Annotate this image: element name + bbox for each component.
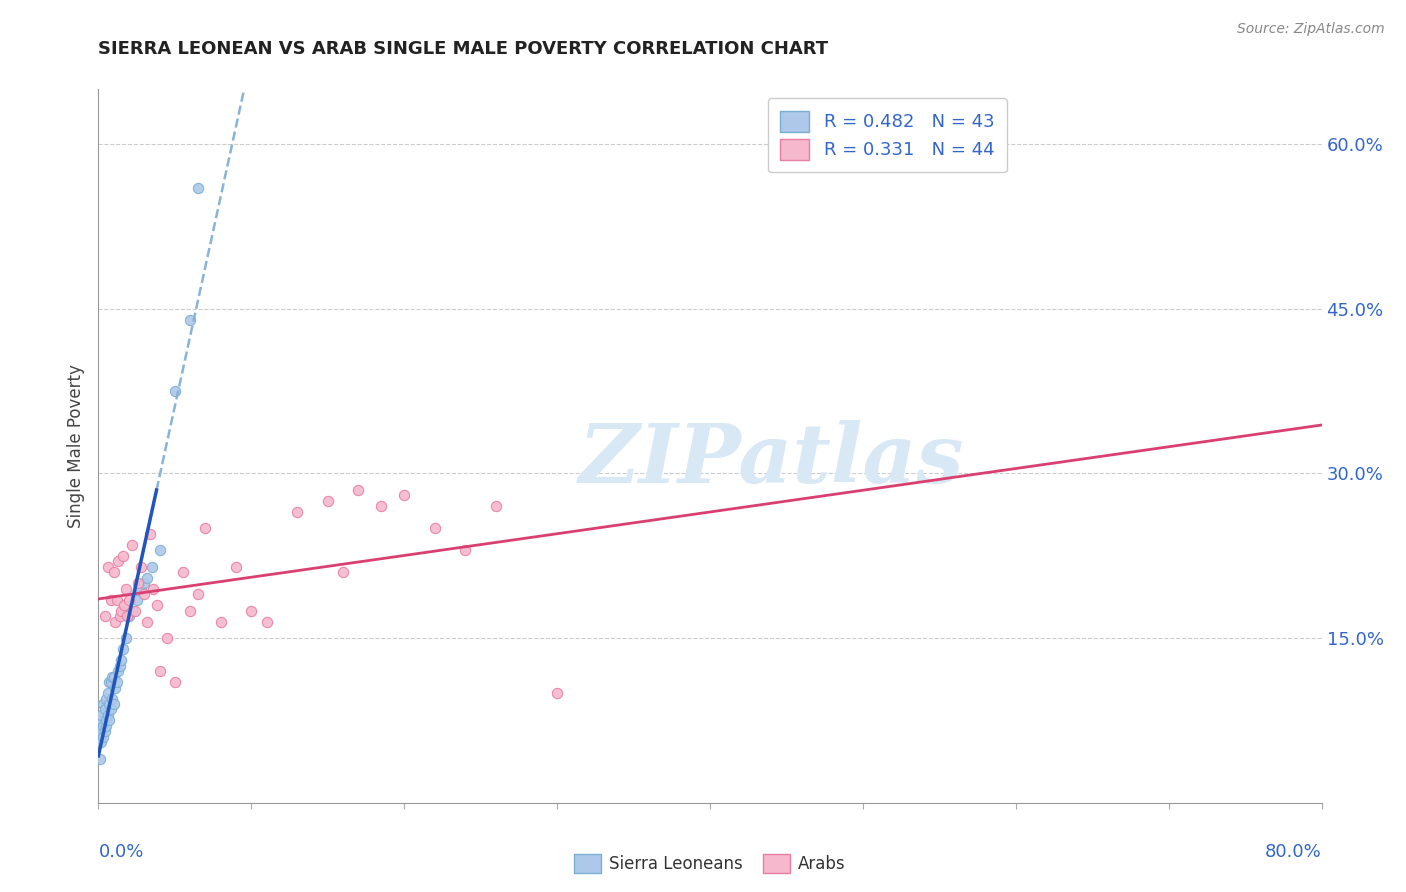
Point bbox=[101, 669, 124, 683]
Point bbox=[145, 598, 167, 612]
Point bbox=[485, 500, 508, 514]
Point bbox=[98, 697, 121, 711]
Point bbox=[105, 675, 128, 690]
Point bbox=[90, 708, 112, 723]
Point bbox=[97, 559, 120, 574]
Point bbox=[149, 543, 172, 558]
Point bbox=[134, 587, 156, 601]
Point bbox=[546, 686, 568, 700]
Point bbox=[93, 724, 115, 739]
Point bbox=[110, 604, 132, 618]
Point bbox=[118, 592, 141, 607]
Point bbox=[187, 181, 209, 195]
Point bbox=[179, 604, 201, 618]
Point bbox=[136, 571, 159, 585]
Point bbox=[108, 658, 131, 673]
Point bbox=[256, 615, 278, 629]
Point bbox=[89, 714, 111, 728]
Point bbox=[423, 521, 446, 535]
Point bbox=[240, 604, 263, 618]
Point bbox=[149, 664, 172, 678]
Point bbox=[90, 724, 112, 739]
Point bbox=[94, 714, 117, 728]
Text: 80.0%: 80.0% bbox=[1265, 843, 1322, 861]
Text: ZIPatlas: ZIPatlas bbox=[578, 420, 965, 500]
Point bbox=[179, 312, 201, 326]
Point bbox=[100, 702, 122, 716]
Point bbox=[115, 582, 138, 596]
Point bbox=[100, 592, 122, 607]
Point bbox=[142, 582, 165, 596]
Point bbox=[101, 691, 124, 706]
Point bbox=[115, 631, 138, 645]
Point bbox=[112, 598, 135, 612]
Point bbox=[108, 609, 131, 624]
Point bbox=[121, 604, 143, 618]
Point bbox=[105, 592, 128, 607]
Point bbox=[209, 615, 232, 629]
Point bbox=[225, 559, 247, 574]
Point bbox=[111, 642, 134, 657]
Point bbox=[392, 488, 416, 502]
Point bbox=[370, 500, 392, 514]
Text: 0.0%: 0.0% bbox=[98, 843, 143, 861]
Point bbox=[91, 719, 114, 733]
Point bbox=[93, 702, 115, 716]
Point bbox=[98, 675, 121, 690]
Point bbox=[89, 730, 111, 744]
Point bbox=[187, 587, 209, 601]
Point bbox=[103, 697, 125, 711]
Point bbox=[136, 615, 159, 629]
Point bbox=[163, 675, 186, 690]
Point bbox=[91, 730, 114, 744]
Point bbox=[129, 582, 152, 596]
Point bbox=[127, 576, 149, 591]
Point bbox=[90, 735, 112, 749]
Legend: Sierra Leoneans, Arabs: Sierra Leoneans, Arabs bbox=[568, 847, 852, 880]
Point bbox=[316, 494, 339, 508]
Point bbox=[110, 653, 132, 667]
Point bbox=[103, 566, 125, 580]
Point bbox=[118, 609, 141, 624]
Point bbox=[124, 604, 146, 618]
Point bbox=[194, 521, 217, 535]
Point bbox=[104, 681, 127, 695]
Text: Source: ZipAtlas.com: Source: ZipAtlas.com bbox=[1237, 22, 1385, 37]
Point bbox=[107, 554, 129, 568]
Point bbox=[139, 526, 162, 541]
Y-axis label: Single Male Poverty: Single Male Poverty bbox=[67, 364, 86, 528]
Point bbox=[141, 559, 163, 574]
Text: SIERRA LEONEAN VS ARAB SINGLE MALE POVERTY CORRELATION CHART: SIERRA LEONEAN VS ARAB SINGLE MALE POVER… bbox=[98, 40, 828, 58]
Point bbox=[107, 664, 129, 678]
Point bbox=[129, 559, 152, 574]
Point bbox=[332, 566, 354, 580]
Point bbox=[134, 576, 156, 591]
Point bbox=[117, 609, 139, 624]
Point bbox=[97, 708, 120, 723]
Point bbox=[100, 675, 122, 690]
Point bbox=[156, 631, 179, 645]
Point bbox=[93, 609, 115, 624]
Point bbox=[103, 669, 125, 683]
Point bbox=[89, 752, 111, 766]
Point bbox=[104, 615, 127, 629]
Point bbox=[97, 686, 120, 700]
Point bbox=[347, 483, 370, 497]
Point bbox=[94, 719, 117, 733]
Point bbox=[125, 592, 148, 607]
Point bbox=[163, 384, 186, 398]
Point bbox=[454, 543, 477, 558]
Point bbox=[285, 505, 308, 519]
Point bbox=[111, 549, 134, 563]
Point bbox=[121, 538, 143, 552]
Point bbox=[94, 691, 117, 706]
Point bbox=[98, 714, 121, 728]
Point bbox=[172, 566, 194, 580]
Point bbox=[91, 697, 114, 711]
